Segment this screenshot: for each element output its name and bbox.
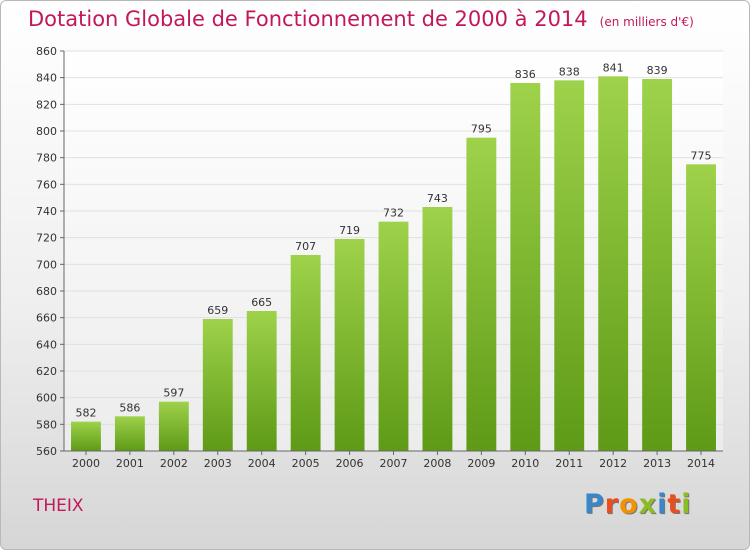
bar	[598, 76, 629, 451]
y-tick-label: 580	[36, 418, 57, 431]
x-tick-label: 2001	[116, 457, 144, 470]
bar-value-label: 838	[559, 65, 580, 78]
x-tick-label: 2007	[380, 457, 408, 470]
y-tick-label: 780	[36, 152, 57, 165]
y-tick-label: 840	[36, 72, 57, 85]
y-tick-label: 800	[36, 125, 57, 138]
commune-name: THEIX	[33, 496, 84, 516]
y-tick-label: 720	[36, 232, 57, 245]
bar-value-label: 732	[383, 207, 404, 220]
y-tick-label: 700	[36, 258, 57, 271]
x-tick-label: 2004	[248, 457, 276, 470]
chart-subtitle: (en milliers d'€)	[599, 15, 694, 29]
bar-value-label: 743	[427, 192, 448, 205]
y-tick-label: 560	[36, 445, 57, 458]
y-tick-label: 640	[36, 338, 57, 351]
y-tick-label: 620	[36, 365, 57, 378]
y-tick-label: 760	[36, 178, 57, 191]
bar	[334, 239, 365, 451]
proxiti-logo: Proxiti	[584, 489, 692, 520]
bar-value-label: 836	[515, 68, 536, 81]
bar-value-label: 707	[295, 240, 316, 253]
bar	[686, 164, 716, 452]
bar	[290, 255, 321, 451]
bar	[554, 80, 585, 451]
x-tick-label: 2012	[599, 457, 627, 470]
x-tick-label: 2014	[687, 457, 715, 470]
x-tick-label: 2009	[467, 457, 495, 470]
bar-value-label: 659	[207, 304, 228, 317]
x-tick-label: 2002	[160, 457, 188, 470]
bar	[642, 79, 673, 451]
chart-title: Dotation Globale de Fonctionnement de 20…	[28, 7, 694, 31]
bar	[422, 207, 453, 451]
y-tick-label: 820	[36, 98, 57, 111]
bar	[158, 401, 189, 451]
title-text: Dotation Globale de Fonctionnement de 20…	[28, 7, 588, 31]
x-tick-label: 2013	[643, 457, 671, 470]
bar-value-label: 775	[691, 149, 712, 162]
x-tick-label: 2000	[72, 457, 100, 470]
bar	[71, 421, 101, 451]
y-tick-label: 860	[36, 45, 57, 58]
x-tick-label: 2011	[555, 457, 583, 470]
bar-value-label: 586	[119, 401, 140, 414]
bar-value-label: 719	[339, 224, 360, 237]
bar-value-label: 597	[163, 387, 184, 400]
bar-value-label: 665	[251, 296, 272, 309]
bar-value-label: 795	[471, 123, 492, 136]
bar-value-label: 839	[647, 64, 668, 77]
bar	[510, 83, 541, 451]
y-tick-label: 680	[36, 285, 57, 298]
bar-value-label: 841	[603, 61, 624, 74]
bar	[202, 319, 233, 451]
x-tick-label: 2010	[511, 457, 539, 470]
x-tick-label: 2003	[204, 457, 232, 470]
bar	[378, 221, 409, 451]
bar-value-label: 582	[75, 407, 96, 420]
bar	[114, 416, 145, 451]
x-tick-label: 2005	[292, 457, 320, 470]
x-tick-label: 2008	[423, 457, 451, 470]
bars: 582 586 597 659 665 707 719 732 743 795 836 838 841 8…	[71, 61, 716, 452]
x-tick-label: 2006	[336, 457, 364, 470]
y-tick-label: 660	[36, 312, 57, 325]
y-tick-label: 740	[36, 205, 57, 218]
axes: 560 580 600 620 640 660 680 700 720 740 760 780 800 8…	[36, 45, 723, 470]
bar	[466, 137, 497, 451]
y-tick-label: 600	[36, 392, 57, 405]
bar	[246, 311, 277, 451]
